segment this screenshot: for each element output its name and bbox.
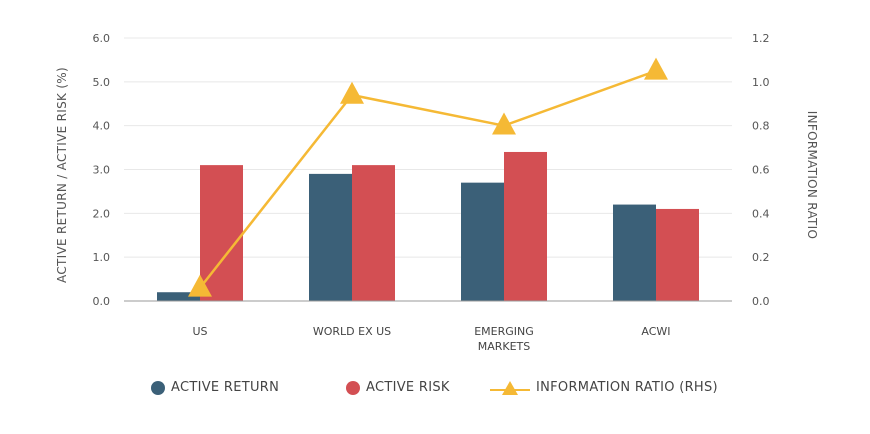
y2-tick-label: 0.0 [752, 295, 770, 308]
legend-label: ACTIVE RETURN [171, 380, 280, 395]
y2-tick-label: 1.2 [752, 32, 770, 45]
bar-active-return [613, 204, 656, 301]
y2-tick-label: 0.2 [752, 251, 770, 264]
y-tick-label: 5.0 [93, 76, 111, 89]
y-tick-label: 3.0 [93, 164, 111, 177]
y2-tick-label: 0.6 [752, 164, 770, 177]
category-label: US [192, 325, 207, 338]
information-ratio-marker [492, 112, 516, 135]
legend-item-active-return: ACTIVE RETURN [151, 380, 279, 395]
y-tick-label: 4.0 [93, 120, 111, 133]
bar-active-return [461, 182, 504, 301]
category-label: WORLD EX US [313, 325, 391, 338]
bars [157, 151, 699, 301]
right-axis-title: INFORMATION RATIO [805, 111, 819, 239]
y2-tick-label: 0.4 [752, 207, 770, 220]
left-axis-ticks: 0.0 1.0 2.0 3.0 4.0 5.0 6.0 [93, 32, 111, 308]
legend-label: ACTIVE RISK [366, 380, 450, 395]
y-tick-label: 1.0 [93, 251, 111, 264]
legend-item-active-risk: ACTIVE RISK [346, 380, 450, 395]
y-tick-label: 6.0 [93, 32, 111, 45]
active-return-swatch [151, 380, 165, 395]
legend-label: INFORMATION RATIO (RHS) [536, 380, 718, 395]
active-risk-swatch [346, 380, 360, 395]
legend-item-information-ratio: INFORMATION RATIO (RHS) [490, 380, 718, 395]
bar-active-return [157, 292, 200, 301]
information-ratio-marker [340, 81, 364, 104]
category-labels: US WORLD EX US EMERGING MARKETS ACWI [192, 325, 670, 353]
triangle-icon [502, 380, 518, 395]
information-ratio-series [188, 57, 668, 297]
bar-active-risk [504, 151, 547, 301]
y-tick-label: 2.0 [93, 207, 111, 220]
legend: ACTIVE RETURN ACTIVE RISK INFORMATION RA… [0, 380, 870, 406]
information-ratio-marker [644, 57, 668, 80]
information-ratio-swatch [490, 380, 530, 395]
bar-active-return [309, 173, 352, 301]
y-tick-label: 0.0 [93, 295, 111, 308]
left-axis-title: ACTIVE RETURN / ACTIVE RISK (%) [55, 67, 69, 283]
bar-active-risk [352, 165, 395, 301]
bar-active-risk [656, 208, 699, 301]
information-ratio-marker [188, 274, 212, 297]
information-ratio-line [199, 69, 657, 289]
right-axis-ticks: 0.0 0.2 0.4 0.6 0.8 1.0 1.2 [752, 32, 770, 308]
y2-tick-label: 0.8 [752, 120, 770, 133]
y2-tick-label: 1.0 [752, 76, 770, 89]
category-label: EMERGING MARKETS [474, 325, 534, 353]
category-label: ACWI [641, 325, 670, 338]
